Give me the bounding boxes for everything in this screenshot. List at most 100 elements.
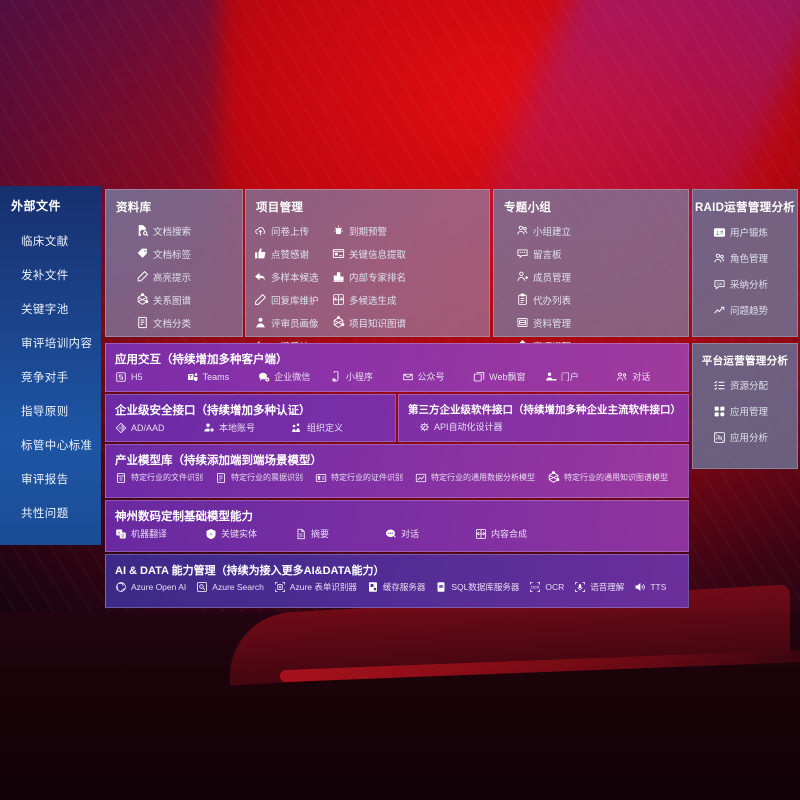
item-due-alert[interactable]: 到期预警 — [332, 219, 410, 242]
official-account-icon — [402, 371, 414, 383]
item-thanks-like[interactable]: 点赞感谢 — [254, 242, 332, 265]
item-group-create[interactable]: 小组建立 — [502, 219, 605, 242]
bar-enterprise-security-interface: 企业级安全接口（持续增加多种认证） AD/AAD 本地账号 组织定义 — [105, 394, 396, 442]
item-app-analytics[interactable]: 应用分析 — [701, 424, 791, 450]
sidebar-item-review-report[interactable]: 审评报告 — [21, 474, 69, 486]
item-web-float-window[interactable]: Web飘窗 — [473, 370, 545, 383]
item-cache-server[interactable]: 缓存服务器 — [367, 581, 425, 593]
card-document-library: 资料库 文档搜索 文档标签 高亮提示 关系图谱 文档分类 — [105, 189, 243, 337]
item-official-account[interactable]: 公众号 — [402, 370, 474, 383]
item-sql-db-server[interactable]: SQL SQL数据库服务器 — [435, 581, 519, 593]
item-project-knowledge-graph[interactable]: 项目知识图谱 — [332, 311, 410, 334]
item-label: 特定行业的证件识别 — [331, 473, 403, 482]
item-label: 角色管理 — [730, 254, 769, 265]
sidebar-item-guidelines[interactable]: 指导原则 — [21, 406, 69, 418]
tag-icon — [136, 247, 149, 260]
sidebar-item-common-issues[interactable]: 共性问题 — [21, 508, 69, 520]
item-label: 公众号 — [417, 372, 445, 382]
item-id-recognition[interactable]: 特定行业的证件识别 — [315, 472, 403, 484]
item-multi-sample-candidate[interactable]: 多样本候选 — [254, 265, 332, 288]
item-label: SQL数据库服务器 — [451, 582, 520, 592]
item-file-recognition[interactable]: 特定行业的文件识别 — [115, 472, 203, 484]
item-label: 对话 — [632, 372, 651, 382]
doc-search-icon — [136, 224, 149, 237]
item-dialog[interactable]: 对话 — [616, 370, 688, 383]
item-doc-tag[interactable]: 文档标签 — [114, 242, 236, 265]
sidebar-item-keyword-pool[interactable]: 关键字池 — [21, 304, 69, 316]
item-azure-form-recognizer[interactable]: Azure 表单识别器 — [274, 581, 357, 593]
item-label: 问题趋势 — [730, 306, 769, 317]
item-content-synthesis[interactable]: 内容合成 — [475, 527, 565, 540]
item-label: 评审员画像 — [271, 318, 319, 330]
item-reply-library[interactable]: 回复库维护 — [254, 288, 332, 311]
sidebar: 外部文件 临床文献 发补文件 关键字池 审评培训内容 竞争对手 指导原则 标管中… — [0, 186, 101, 545]
item-label: AD/AAD — [131, 422, 165, 433]
item-label: 文档标签 — [153, 249, 192, 261]
item-org-definition[interactable]: 组织定义 — [291, 421, 379, 434]
card-title: 平台运营管理分析 — [701, 355, 789, 367]
item-todo-list[interactable]: 代办列表 — [502, 288, 605, 311]
item-dialog[interactable]: 对话 — [385, 527, 475, 540]
item-resource-allocation[interactable]: 资源分配 — [701, 372, 791, 398]
item-app-management[interactable]: 应用管理 — [701, 398, 791, 424]
item-mini-program[interactable]: 小程序 — [330, 370, 402, 383]
item-member-management[interactable]: 成员管理 — [502, 265, 605, 288]
task-list-icon — [713, 379, 726, 392]
item-data-analysis-model[interactable]: 特定行业的通用数据分析模型 — [415, 472, 535, 484]
item-key-entity[interactable]: A 关键实体 — [205, 527, 295, 540]
item-ad-aad[interactable]: AD/AAD — [115, 422, 203, 434]
data-analysis-icon — [415, 472, 427, 484]
item-portal[interactable]: 门户 — [545, 370, 617, 383]
item-tts[interactable]: TTS — [634, 581, 666, 593]
item-azure-openai[interactable]: Azure Open AI — [115, 581, 186, 593]
item-label: 小组建立 — [533, 226, 572, 238]
item-material-management[interactable]: 资料管理 — [502, 311, 605, 334]
item-wechat-work[interactable]: 企业微信 — [258, 370, 330, 383]
item-doc-search[interactable]: 文档搜索 — [114, 219, 236, 242]
item-api-designer[interactable]: API自动化设计器 — [418, 420, 503, 433]
item-receipt-recognition[interactable]: 特定行业的票据识别 — [215, 472, 303, 484]
user-card-icon — [713, 226, 726, 239]
rank-chart-icon — [332, 270, 345, 283]
cache-server-icon — [367, 581, 379, 593]
sidebar-item-supplement-docs[interactable]: 发补文件 — [21, 270, 69, 282]
item-issue-trend[interactable]: 问题趋势 — [701, 297, 791, 323]
item-label: 关系图谱 — [153, 295, 192, 307]
sidebar-item-clinical-literature[interactable]: 临床文献 — [21, 236, 69, 248]
item-h5[interactable]: H5 — [115, 371, 187, 383]
item-label: OCR — [545, 582, 565, 592]
item-relation-graph[interactable]: 关系图谱 — [114, 288, 236, 311]
sidebar-item-standards-center[interactable]: 标管中心标准 — [21, 440, 93, 452]
item-label: 特定行业的通用知识图谱模型 — [564, 473, 668, 482]
bar-item-row: AD/AAD 本地账号 组织定义 — [106, 421, 395, 440]
item-expert-ranking[interactable]: 内部专家排名 — [332, 265, 410, 288]
item-key-info-extract[interactable]: 关键信息提取 — [332, 242, 410, 265]
item-ocr[interactable]: OCR OCR — [529, 581, 564, 593]
item-multi-candidate-gen[interactable]: 多候选生成 — [332, 288, 410, 311]
item-azure-search[interactable]: Azure Search — [196, 581, 264, 593]
item-summary[interactable]: 摘要 — [295, 527, 385, 540]
item-user-stats[interactable]: 用户锻炼 — [701, 219, 791, 245]
bar-title: 产业模型库（持续添加端到端场景模型） — [115, 455, 322, 467]
sidebar-item-competitors[interactable]: 竞争对手 — [21, 372, 69, 384]
item-label: Azure 表单识别器 — [289, 582, 357, 592]
item-message-board[interactable]: 留言板 — [502, 242, 605, 265]
item-knowledge-graph-model[interactable]: 特定行业的通用知识图谱模型 — [547, 471, 668, 484]
receipt-icon — [215, 472, 227, 484]
item-role-management[interactable]: 角色管理 — [701, 245, 791, 271]
item-label: Teams — [202, 371, 230, 382]
item-speech-understanding[interactable]: 语音理解 — [574, 581, 624, 593]
item-label: 关键实体 — [221, 529, 258, 539]
item-questionnaire-upload[interactable]: 问卷上传 — [254, 219, 332, 242]
person-key-icon — [203, 422, 215, 434]
item-adoption-analysis[interactable]: QA 采纳分析 — [701, 271, 791, 297]
item-doc-category[interactable]: 文档分类 — [114, 311, 236, 334]
item-highlight[interactable]: 高亮提示 — [114, 265, 236, 288]
item-local-account[interactable]: 本地账号 — [203, 421, 291, 434]
sidebar-item-review-training[interactable]: 审评培训内容 — [21, 338, 93, 350]
item-reviewer-profile[interactable]: 评审员画像 — [254, 311, 332, 334]
item-teams[interactable]: Teams — [187, 371, 259, 383]
